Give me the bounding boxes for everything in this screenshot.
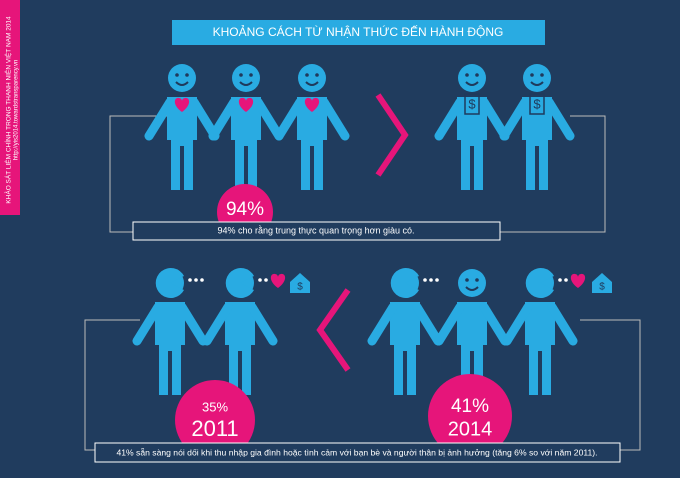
- people-2014: [372, 268, 612, 395]
- bottom-caption: 41% sẵn sàng nói dối khi thu nhập gia đì…: [116, 447, 597, 457]
- sidebar: [0, 0, 20, 215]
- sidebar-url: http://yis2014.towardstransparency.vn: [14, 60, 20, 161]
- title-box: [172, 20, 545, 45]
- left-percent: 35%: [202, 399, 228, 414]
- less-than: [316, 288, 351, 372]
- sidebar-survey: KHẢO SÁT LIÊM CHÍNH TRONG THANH NIÊN VIỆ…: [4, 16, 13, 204]
- greater-than: [375, 93, 409, 177]
- people-2011: [137, 268, 310, 395]
- caption-box: [132, 221, 501, 241]
- left-year: 2011: [191, 416, 238, 441]
- top-percent: 94%: [226, 199, 264, 220]
- frame: [109, 115, 606, 233]
- right-year: 2014: [448, 418, 493, 440]
- frame: [84, 319, 641, 451]
- title: KHOẢNG CÁCH TỪ NHẬN THỨC ĐẾN HÀNH ĐỘNG: [213, 24, 504, 39]
- caption-box: [94, 442, 621, 463]
- right-percent: 41%: [451, 396, 489, 417]
- top-caption: 94% cho rằng trung thực quan trọng hơn g…: [217, 225, 414, 235]
- badge: [428, 374, 512, 458]
- badge: [175, 380, 255, 460]
